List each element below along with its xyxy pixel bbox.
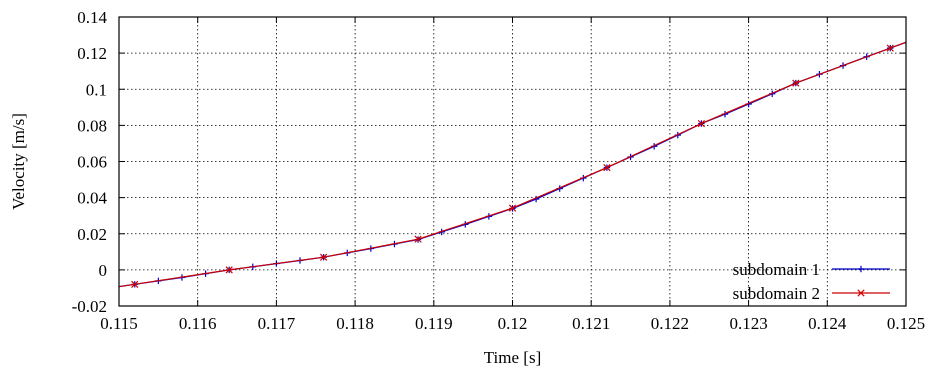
x-tick-label: 0.116 bbox=[179, 314, 217, 333]
legend-label: subdomain 1 bbox=[733, 260, 820, 279]
legend-item-2: subdomain 2 bbox=[733, 284, 890, 303]
x-tick-label: 0.124 bbox=[808, 314, 847, 333]
x-tick-label: 0.123 bbox=[729, 314, 767, 333]
y-axis-label: Velocity [m/s] bbox=[9, 113, 28, 210]
plot-series bbox=[119, 41, 906, 288]
x-tick-label: 0.12 bbox=[498, 314, 528, 333]
legend-item-1: subdomain 1 bbox=[733, 260, 890, 279]
y-tick-label: 0.08 bbox=[77, 116, 107, 135]
series-line bbox=[119, 41, 906, 288]
x-tick-label: 0.121 bbox=[572, 314, 610, 333]
legend-label: subdomain 2 bbox=[733, 284, 820, 303]
legend-marker bbox=[857, 289, 865, 297]
axis-ticks: 0.115 0.116 0.117 0.118 0.119 0.12 0.121 0.122 0… bbox=[72, 8, 926, 333]
data-point bbox=[319, 253, 328, 261]
y-tick-label: 0.12 bbox=[77, 44, 107, 63]
data-point bbox=[603, 164, 611, 172]
data-point bbox=[414, 235, 422, 243]
x-tick-label: 0.119 bbox=[415, 314, 453, 333]
data-point bbox=[131, 280, 139, 288]
data-point bbox=[225, 266, 233, 274]
x-tick-label: 0.118 bbox=[336, 314, 374, 333]
y-tick-label: 0.14 bbox=[77, 8, 107, 27]
x-tick-label: 0.115 bbox=[100, 314, 138, 333]
y-tick-label: 0.06 bbox=[77, 153, 107, 172]
data-point bbox=[792, 79, 800, 87]
series-1 bbox=[119, 41, 906, 288]
y-tick-label: 0.1 bbox=[86, 80, 107, 99]
y-tick-label: 0.04 bbox=[77, 189, 107, 208]
grid bbox=[119, 17, 906, 306]
x-tick-label: 0.122 bbox=[651, 314, 689, 333]
data-point bbox=[508, 204, 517, 212]
legend: subdomain 1 subdomain 2 bbox=[733, 260, 890, 303]
y-tick-label: 0.02 bbox=[77, 225, 107, 244]
x-tick-label: 0.125 bbox=[887, 314, 925, 333]
x-axis-label: Time [s] bbox=[484, 348, 541, 367]
y-tick-label: -0.02 bbox=[72, 297, 107, 316]
data-point bbox=[886, 44, 894, 52]
data-point bbox=[697, 119, 706, 128]
series-2 bbox=[119, 41, 906, 288]
plot-frame bbox=[118, 16, 907, 307]
x-tick-label: 0.117 bbox=[258, 314, 296, 333]
y-tick-label: 0 bbox=[99, 261, 108, 280]
legend-marker bbox=[857, 265, 865, 273]
